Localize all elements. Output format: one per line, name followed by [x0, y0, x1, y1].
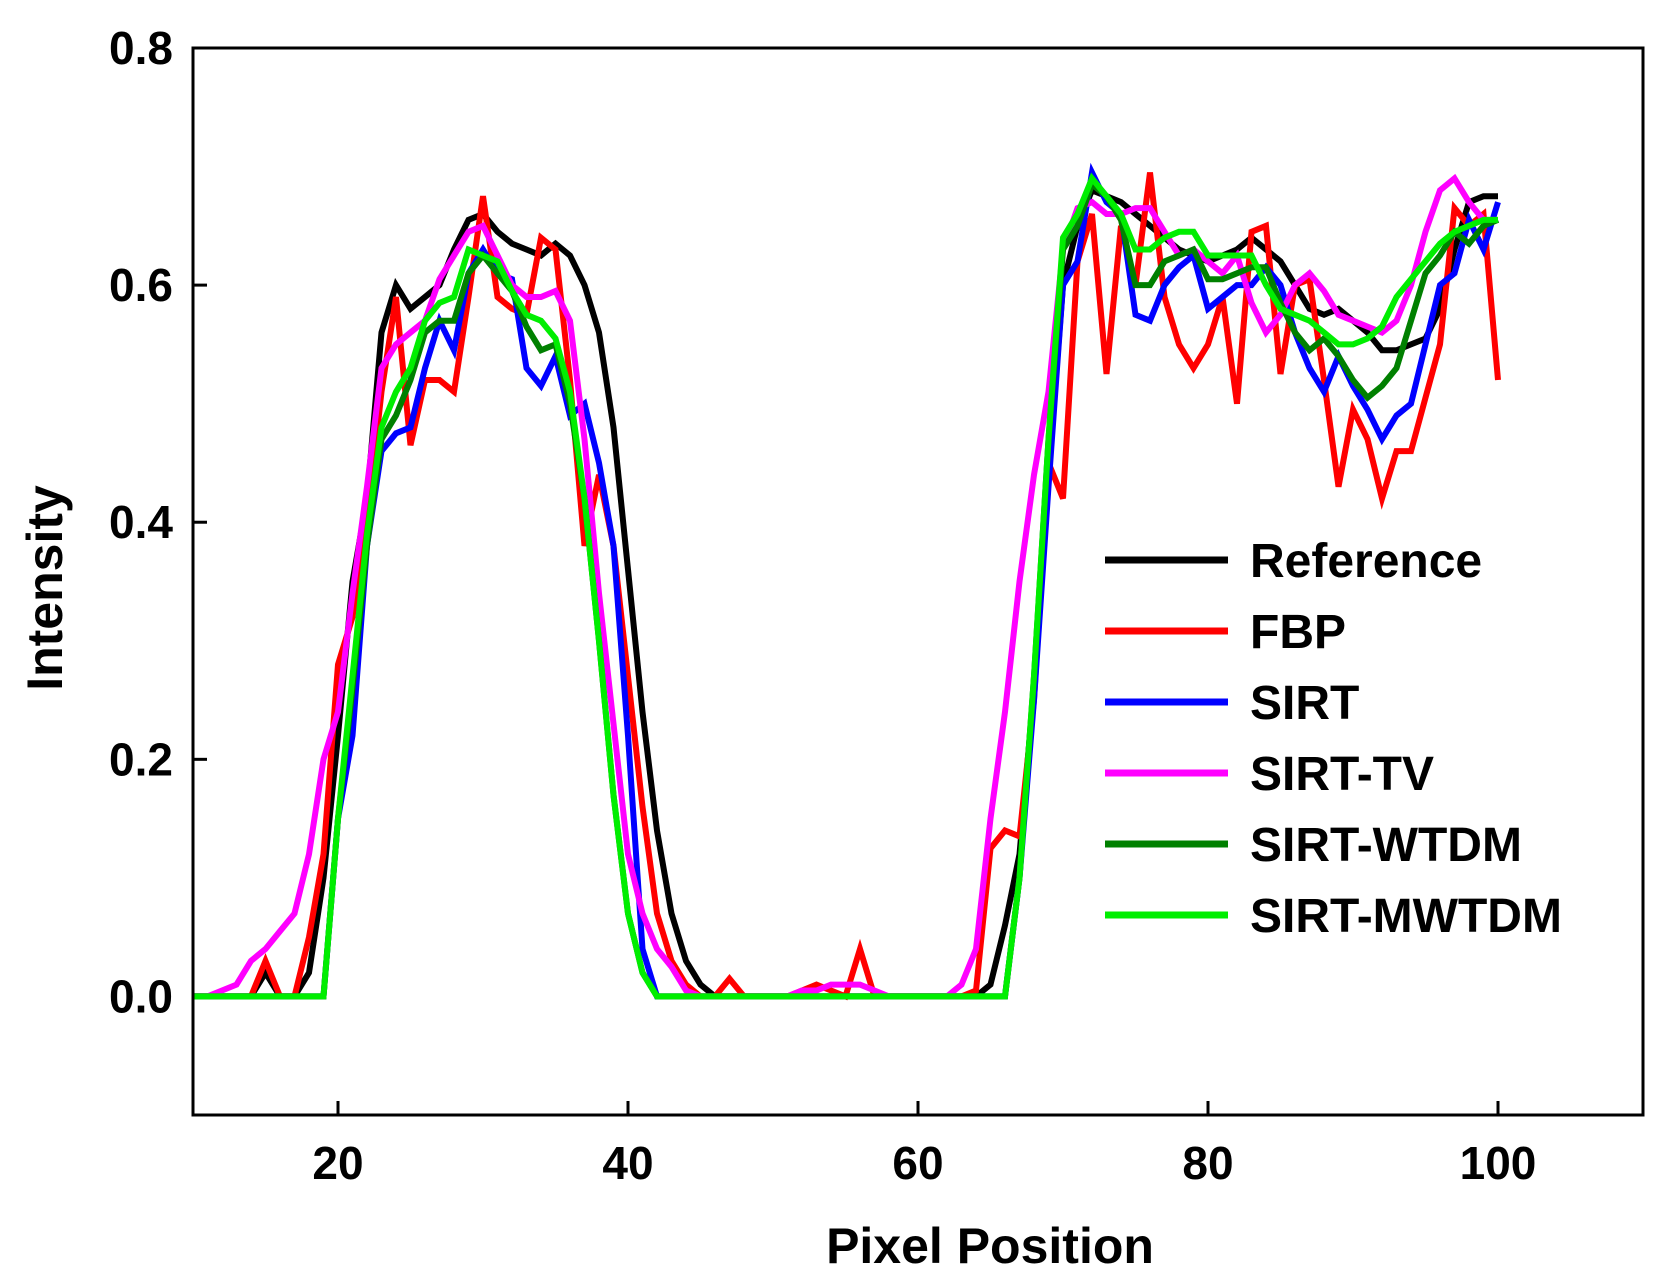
legend: Reference FBP SIRT SIRT-TV SIRT-WTDM SIRT-MWT… [1105, 535, 1562, 943]
y-tick-label: 0.6 [109, 259, 173, 311]
tick-labels: 20 40 60 80 100 0.0 0.2 0.4 0.6 0.8 [109, 22, 1536, 1189]
y-tick-label: 0.0 [109, 970, 173, 1022]
y-tick-label: 0.2 [109, 733, 173, 785]
series-lines [193, 162, 1501, 1001]
x-tick-label: 80 [1182, 1137, 1233, 1189]
series-line-reference [193, 186, 1498, 1000]
legend-label-sirt-tv: SIRT-TV [1250, 748, 1434, 801]
x-tick-label: 20 [312, 1137, 363, 1189]
x-tick-label: 100 [1460, 1137, 1537, 1189]
legend-label-sirt-wtdm: SIRT-WTDM [1250, 819, 1522, 872]
series-line-sirt-tv [193, 173, 1498, 1000]
y-axis-title: Intensity [17, 485, 73, 691]
x-axis-title: Pixel Position [826, 1218, 1154, 1274]
legend-label-sirt-mwtdm: SIRT-MWTDM [1250, 890, 1562, 943]
legend-label-fbp: FBP [1250, 606, 1346, 659]
y-tick-label: 0.4 [109, 496, 173, 548]
legend-label-sirt: SIRT [1250, 677, 1359, 730]
legend-label-reference: Reference [1250, 535, 1482, 588]
x-tick-label: 40 [602, 1137, 653, 1189]
series-line-sirt-mwtdm [193, 172, 1498, 1000]
plot-frame [191, 46, 1645, 1117]
x-tick-label: 60 [892, 1137, 943, 1189]
y-tick-label: 0.8 [109, 22, 173, 74]
